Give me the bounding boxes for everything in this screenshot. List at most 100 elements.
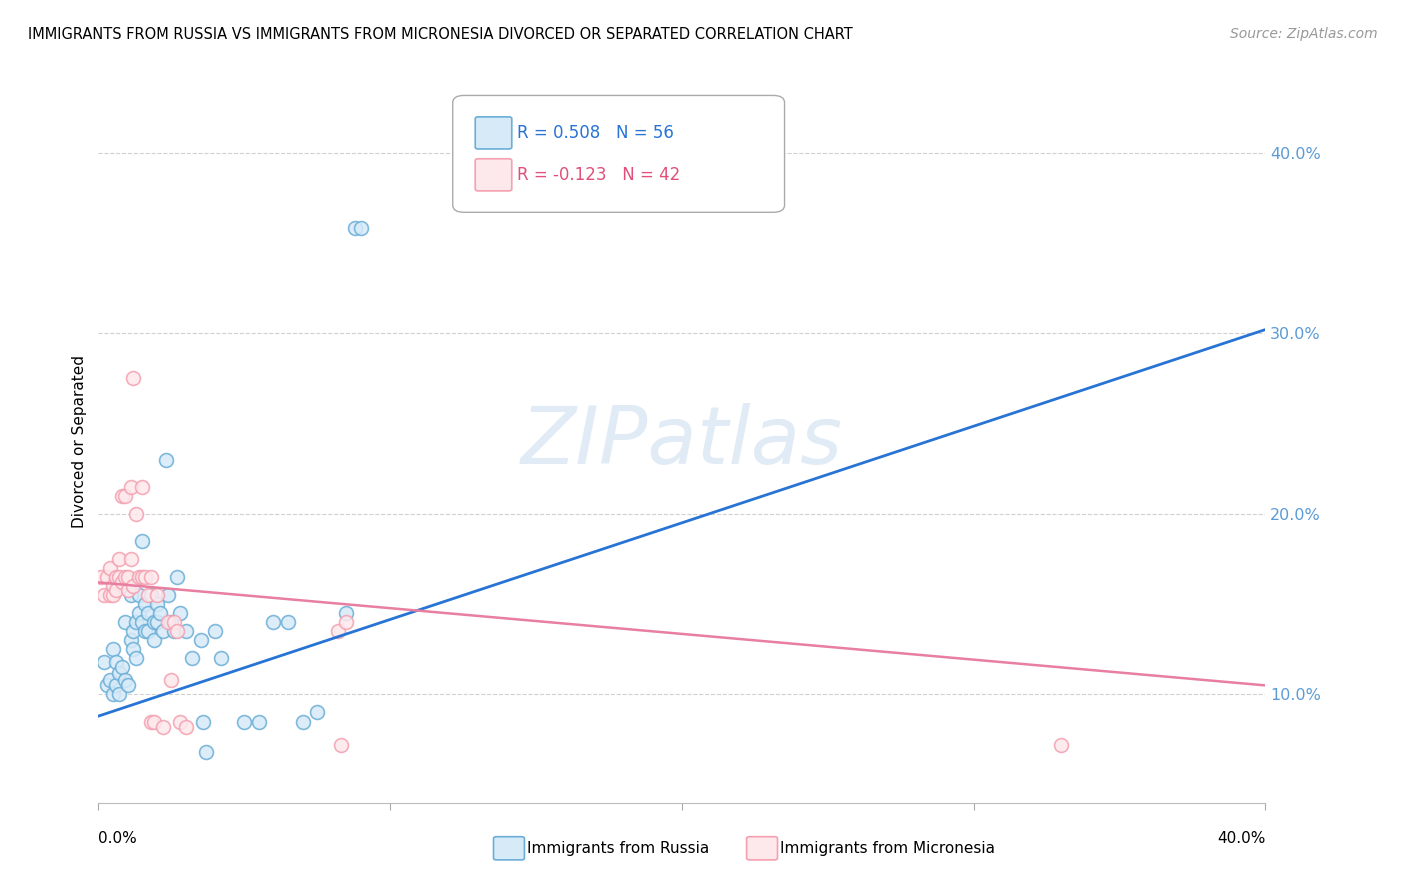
Point <box>131 533 153 548</box>
Point <box>195 745 218 759</box>
Point <box>131 615 153 630</box>
Point <box>152 720 174 734</box>
Point <box>101 642 124 657</box>
Point <box>350 221 373 235</box>
Point <box>114 673 136 687</box>
Point <box>117 582 139 597</box>
Point <box>174 720 197 734</box>
Point <box>291 714 314 729</box>
Point <box>204 624 226 639</box>
Point <box>114 570 136 584</box>
Point <box>108 687 131 701</box>
Point <box>128 606 150 620</box>
Point <box>120 633 142 648</box>
Point <box>98 561 121 575</box>
Point <box>142 615 165 630</box>
Point <box>125 507 148 521</box>
Point <box>125 615 148 630</box>
Point <box>136 624 159 639</box>
Point <box>134 624 156 639</box>
Point <box>122 624 145 639</box>
Point <box>128 570 150 584</box>
Point <box>111 660 134 674</box>
Point <box>136 588 159 602</box>
Point <box>111 575 134 590</box>
Point <box>128 588 150 602</box>
Point <box>169 606 191 620</box>
Point <box>163 624 186 639</box>
Point <box>169 714 191 729</box>
Point <box>262 615 284 630</box>
Point <box>146 615 169 630</box>
Point <box>101 579 124 593</box>
Point <box>117 678 139 692</box>
Point <box>160 615 183 630</box>
Point <box>96 678 118 692</box>
Point <box>157 588 180 602</box>
Point <box>233 714 256 729</box>
Point <box>125 651 148 665</box>
Text: 0.0%: 0.0% <box>98 831 138 846</box>
Point <box>149 606 172 620</box>
Point <box>101 687 124 701</box>
Point <box>247 714 270 729</box>
Point <box>120 588 142 602</box>
Point <box>104 570 127 584</box>
Text: Source: ZipAtlas.com: Source: ZipAtlas.com <box>1230 27 1378 41</box>
Text: Immigrants from Micronesia: Immigrants from Micronesia <box>780 841 995 855</box>
Point <box>104 582 127 597</box>
Point <box>146 588 169 602</box>
Point <box>160 673 183 687</box>
Point <box>98 588 121 602</box>
Point <box>174 624 197 639</box>
Point <box>209 651 232 665</box>
Point <box>134 570 156 584</box>
Point <box>326 624 349 639</box>
Point <box>108 570 131 584</box>
Point <box>139 570 162 584</box>
Point <box>1050 738 1073 752</box>
Point <box>155 452 177 467</box>
Point <box>122 642 145 657</box>
Point <box>122 371 145 385</box>
Point <box>307 706 329 720</box>
Point <box>335 606 357 620</box>
Text: 40.0%: 40.0% <box>1218 831 1265 846</box>
Point <box>190 633 212 648</box>
Point <box>101 588 124 602</box>
Text: R = 0.508   N = 56: R = 0.508 N = 56 <box>517 124 675 142</box>
Point <box>104 678 127 692</box>
Text: ZIPatlas: ZIPatlas <box>520 402 844 481</box>
Text: R = -0.123   N = 42: R = -0.123 N = 42 <box>517 166 681 184</box>
Point <box>136 606 159 620</box>
Point <box>90 570 112 584</box>
Point <box>142 633 165 648</box>
Point <box>335 615 357 630</box>
Point <box>157 615 180 630</box>
Point <box>180 651 202 665</box>
Point <box>166 570 188 584</box>
Point <box>344 221 367 235</box>
Point <box>117 570 139 584</box>
Point <box>108 665 131 680</box>
Point <box>93 588 115 602</box>
Y-axis label: Divorced or Separated: Divorced or Separated <box>72 355 87 528</box>
Point <box>329 738 352 752</box>
Point <box>193 714 215 729</box>
Point <box>163 615 186 630</box>
Point <box>139 588 162 602</box>
Point <box>142 714 165 729</box>
Point <box>152 624 174 639</box>
Point <box>166 624 188 639</box>
Point <box>114 615 136 630</box>
Point <box>120 480 142 494</box>
Point <box>146 597 169 611</box>
Point <box>98 673 121 687</box>
Point <box>114 489 136 503</box>
Point <box>131 480 153 494</box>
Text: Immigrants from Russia: Immigrants from Russia <box>527 841 710 855</box>
Point <box>139 714 162 729</box>
Point <box>111 489 134 503</box>
Point <box>93 655 115 669</box>
Point <box>108 552 131 566</box>
